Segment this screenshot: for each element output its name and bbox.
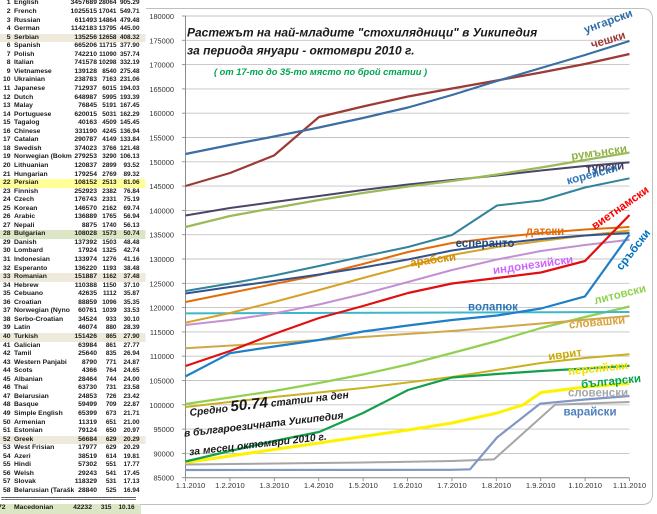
svg-text:120000: 120000 xyxy=(149,304,174,313)
svg-text:1.3.2010: 1.3.2010 xyxy=(260,481,290,490)
svg-text:1.6.2010: 1.6.2010 xyxy=(393,481,423,490)
svg-text:1.7.2010: 1.7.2010 xyxy=(437,481,467,490)
svg-text:130000: 130000 xyxy=(149,255,174,264)
svg-text:1.4.2010: 1.4.2010 xyxy=(304,481,334,490)
svg-text:170000: 170000 xyxy=(149,61,174,70)
svg-text:115000: 115000 xyxy=(150,328,174,337)
svg-text:125000: 125000 xyxy=(149,279,174,288)
svg-text:165000: 165000 xyxy=(149,85,174,94)
svg-text:175000: 175000 xyxy=(149,36,174,45)
svg-text:1.2.2010: 1.2.2010 xyxy=(215,481,245,490)
svg-text:180000: 180000 xyxy=(149,12,174,21)
svg-text:( от 17-то до 35-то място по б: ( от 17-то до 35-то място по брой статии… xyxy=(214,67,427,77)
svg-text:турски: турски xyxy=(585,160,624,175)
svg-text:1.1.2010: 1.1.2010 xyxy=(176,481,206,490)
svg-text:1.8.2010: 1.8.2010 xyxy=(482,481,512,490)
svg-text:150000: 150000 xyxy=(149,158,174,167)
svg-text:100000: 100000 xyxy=(149,401,174,410)
svg-text:155000: 155000 xyxy=(149,134,174,143)
svg-text:135000: 135000 xyxy=(149,231,174,240)
svg-text:1.10.2010: 1.10.2010 xyxy=(568,481,602,490)
svg-text:1.11.2010: 1.11.2010 xyxy=(613,481,646,490)
svg-text:1.9.2010: 1.9.2010 xyxy=(526,481,556,490)
svg-text:Растежът на най-младите "стохи: Растежът на най-младите "стохилядници" в… xyxy=(187,26,537,40)
svg-text:95000: 95000 xyxy=(153,425,174,434)
svg-text:140000: 140000 xyxy=(149,206,174,215)
svg-text:105000: 105000 xyxy=(149,377,174,386)
svg-text:словашки: словашки xyxy=(569,315,626,332)
svg-text:145000: 145000 xyxy=(149,182,174,191)
svg-text:160000: 160000 xyxy=(149,109,174,118)
svg-text:110000: 110000 xyxy=(150,352,174,361)
svg-text:90000: 90000 xyxy=(153,449,174,458)
svg-text:1.5.2010: 1.5.2010 xyxy=(348,481,378,490)
svg-text:85000: 85000 xyxy=(153,474,174,483)
svg-text:за периода януари - октомври: за периода януари - октомври 2010 г. xyxy=(187,44,415,58)
svg-text:словенски: словенски xyxy=(568,388,628,400)
svg-text:волапюк: волапюк xyxy=(468,302,518,314)
svg-text:варайски: варайски xyxy=(563,407,616,419)
svg-text:есперанто: есперанто xyxy=(456,238,515,250)
svg-text:иврит: иврит xyxy=(548,347,584,364)
svg-text:датски: датски xyxy=(526,226,564,238)
